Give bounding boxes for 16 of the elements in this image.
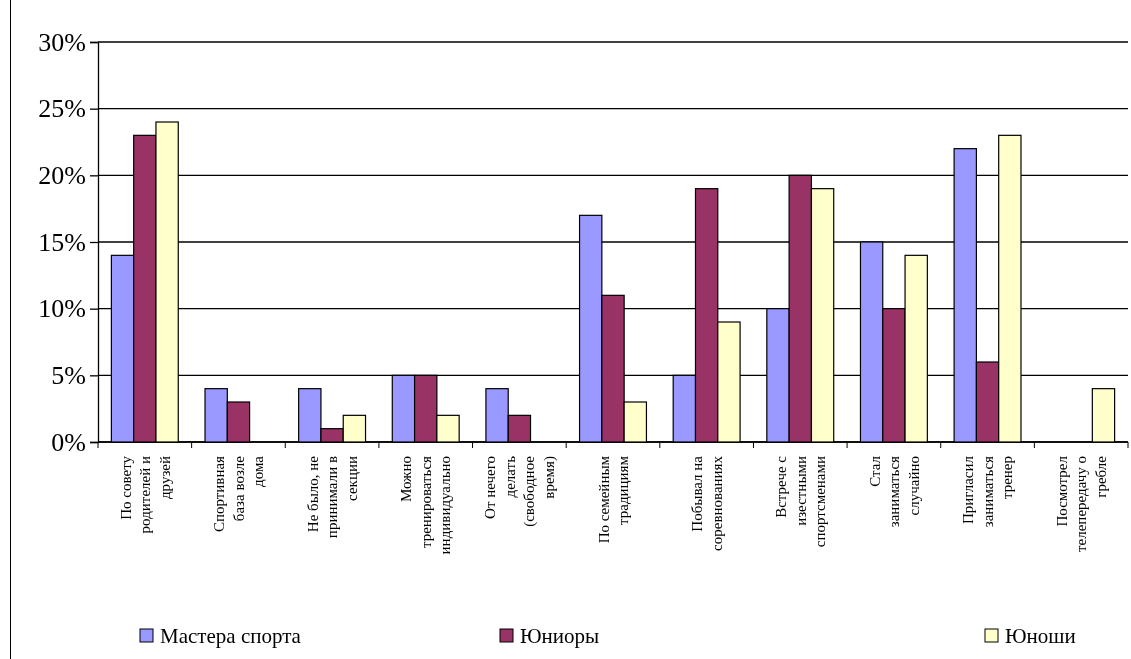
x-tick-label: Пригласил заниматься тренер [960,455,1016,528]
x-tick-label: По совету родителей и друзей [117,455,173,534]
x-tick-label: Посмотрел телепередачу о гребле [1053,455,1109,552]
y-tick-label: 30% [38,27,86,57]
y-tick-label: 0% [51,427,86,457]
y-tick-label: 25% [38,94,86,124]
y-tick-label: 5% [51,361,86,391]
x-tick-label: Спортивная база возле дома [211,455,267,533]
x-tick-label: Не было, не принимали в секции [304,455,360,539]
y-tick-label: 10% [38,294,86,324]
legend-label: Мастера спорта [160,624,302,649]
y-tick-label: 20% [38,161,86,191]
legend-label: Юноши [1005,624,1076,649]
x-tick-label: От нечего делать (свободное время) [482,455,558,527]
y-tick-label: 15% [38,227,86,257]
legend-label: Юниоры [520,624,600,649]
